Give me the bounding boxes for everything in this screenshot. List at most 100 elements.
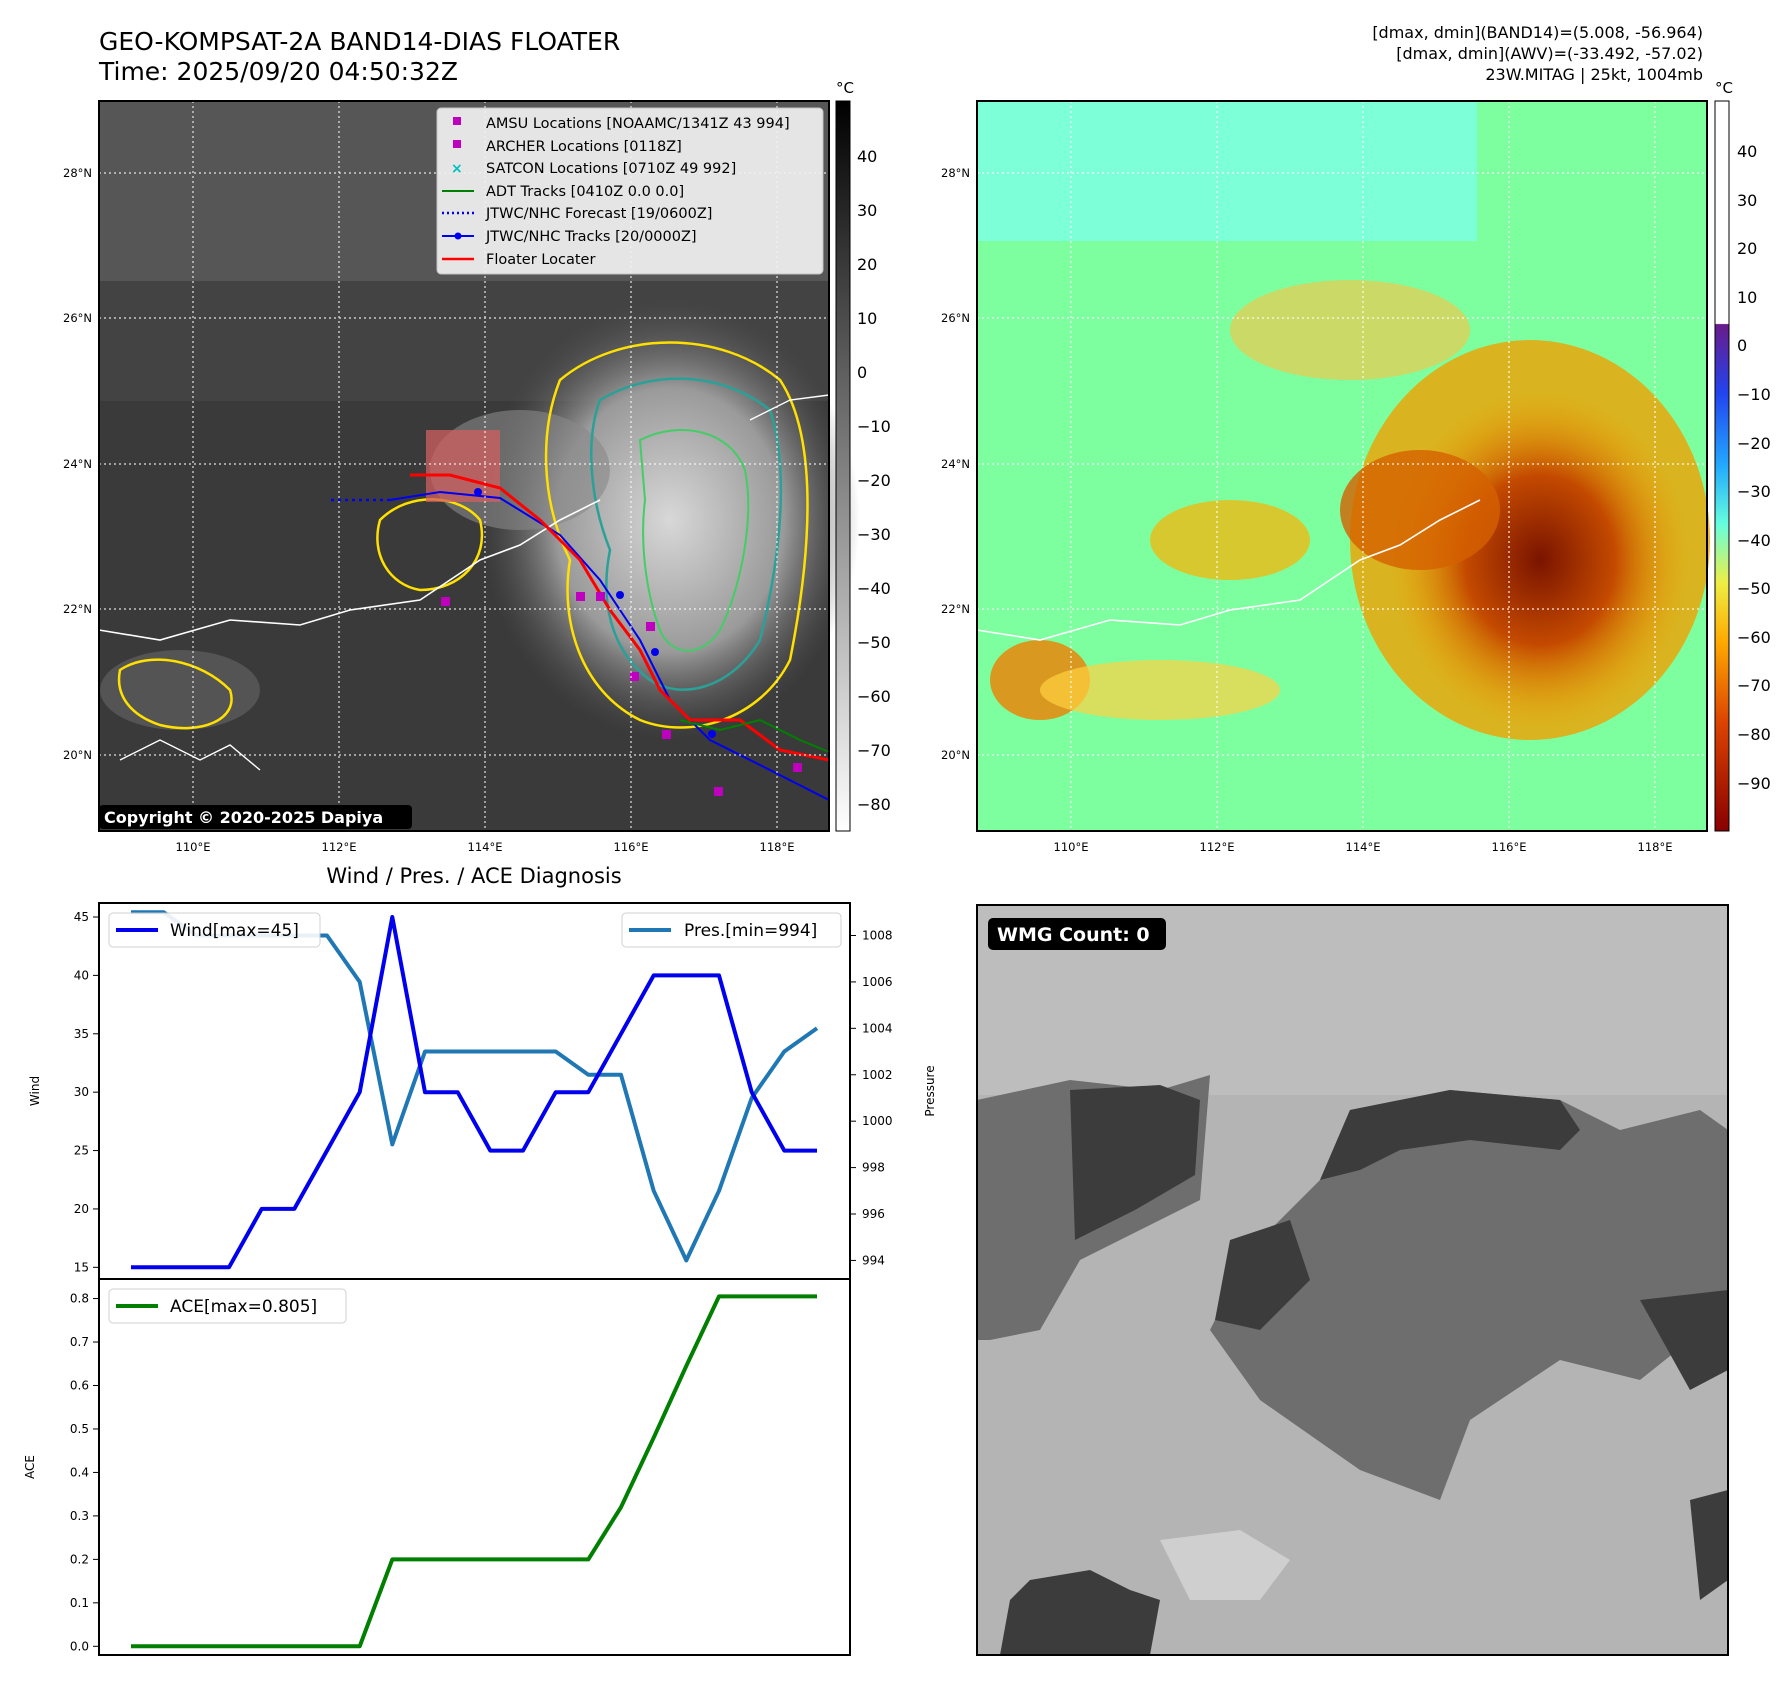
amsu-marker (441, 597, 450, 606)
ace-chart: 0.0 0.1 0.2 0.3 0.4 0.5 0.6 0.7 0.8 ACE ACE[max=… (23, 1278, 851, 1656)
wmg-frame (976, 904, 1729, 1656)
rlon-tick-114: 114°E (1346, 840, 1381, 854)
legend-marker-satcon: × (451, 161, 463, 177)
color-map-panel (976, 100, 1710, 832)
ace-tick-label: 0.2 (70, 1552, 89, 1566)
legend-forecast: JTWC/NHC Forecast [19/0600Z] (485, 206, 712, 222)
rlat-tick-22: 22°N (941, 602, 970, 616)
lon-tick-114: 114°E (468, 840, 503, 854)
legend-marker-amsu (453, 117, 461, 125)
ir-cbar-tick-10: 10 (857, 309, 877, 328)
pressure-tick-label: 1006 (862, 975, 893, 989)
lon-tick-116: 116°E (614, 840, 649, 854)
color-map-gridlines (977, 101, 1707, 831)
wmg-region-center (1210, 1090, 1728, 1500)
floater-box (426, 430, 500, 502)
rlat-tick-24: 24°N (941, 457, 970, 471)
pressure-tick-label: 998 (862, 1161, 885, 1175)
color-colorbar-gradient (1714, 100, 1730, 832)
ace-tick-label: 0.5 (70, 1422, 89, 1436)
figure-title: GEO-KOMPSAT-2A BAND14-DIAS FLOATER (99, 27, 620, 56)
ir-cbar-tick-20: 20 (857, 255, 877, 274)
ir-cbar-tick-40: 40 (857, 147, 877, 166)
coastline (98, 499, 601, 641)
rc-tick-m20: −20 (1737, 434, 1771, 453)
contour-green (638, 429, 750, 652)
wind-line (131, 915, 817, 1270)
pressure-axis-label: Pressure (923, 1065, 937, 1116)
contour-teal (590, 377, 783, 691)
storm-cloud-mass (480, 300, 860, 740)
rlon-tick-112: 112°E (1200, 840, 1235, 854)
pressure-y-ticks: 994 996 998 1000 1002 1004 1006 1008 (850, 928, 893, 1267)
rlat-tick-20: 20°N (941, 748, 970, 762)
ace-axis-label: ACE (23, 1455, 37, 1479)
wind-tick-label: 30 (74, 1085, 89, 1099)
ir-map-lat-ticks: 28°N 26°N 24°N 22°N 20°N (63, 166, 92, 762)
color-colorbar: °C 40 30 20 10 0 −10 −20 −30 −40 −50 −60… (1714, 79, 1771, 832)
lat-tick-28: 28°N (63, 166, 92, 180)
pressure-legend-label: Pres.[min=994] (684, 921, 817, 941)
wind-tick-label: 20 (74, 1202, 89, 1216)
rc-tick-m30: −30 (1737, 482, 1771, 501)
legend-marker-archer (453, 140, 461, 148)
rlat-tick-28: 28°N (941, 166, 970, 180)
ace-legend-box (108, 1288, 347, 1324)
wmg-count-label: WMG Count: 0 (997, 924, 1150, 946)
rlon-tick-116: 116°E (1492, 840, 1527, 854)
legend-amsu: AMSU Locations [NOAAMC/1341Z 43 994] (486, 116, 790, 132)
rc-tick-m90: −90 (1737, 774, 1771, 793)
ace-y-ticks: 0.0 0.1 0.2 0.3 0.4 0.5 0.6 0.7 0.8 (70, 1292, 99, 1653)
ir-cbar-tick-m10: −10 (857, 417, 891, 436)
color-map-frame (976, 100, 1708, 832)
wind-tick-label: 35 (74, 1027, 89, 1041)
rc-tick-m50: −50 (1737, 579, 1771, 598)
color-colorbar-unit: °C (1715, 79, 1733, 97)
color-map-coastline (976, 499, 1481, 641)
lat-tick-24: 24°N (63, 457, 92, 471)
color-map-lat-ticks: 28°N 26°N 24°N 22°N 20°N (941, 166, 970, 762)
ace-tick-label: 0.7 (70, 1335, 89, 1349)
ace-legend-label: ACE[max=0.805] (170, 1297, 317, 1317)
rc-tick-10: 10 (1737, 288, 1757, 307)
figure-time: Time: 2025/09/20 04:50:32Z (98, 57, 458, 86)
ir-colorbar-unit: °C (836, 79, 854, 97)
adt-track (679, 718, 830, 753)
pressure-tick-label: 1008 (862, 928, 893, 942)
rc-tick-m80: −80 (1737, 725, 1771, 744)
map-legend: AMSU Locations [NOAAMC/1341Z 43 994] ARC… (436, 107, 824, 275)
lat-tick-22: 22°N (63, 602, 92, 616)
rc-tick-m60: −60 (1737, 628, 1771, 647)
floater-track (410, 473, 830, 762)
wind-tick-label: 25 (74, 1144, 89, 1158)
wind-legend-label: Wind[max=45] (170, 921, 299, 941)
ir-colorbar-gradient (835, 100, 851, 832)
wmg-count-box (988, 918, 1166, 950)
wind-pressure-frame (98, 902, 851, 1280)
info-storm: 23W.MITAG | 25kt, 1004mb (1485, 65, 1703, 84)
lon-tick-118: 118°E (760, 840, 795, 854)
pressure-tick-label: 996 (862, 1207, 885, 1221)
legend-satcon: SATCON Locations [0710Z 49 992] (486, 161, 736, 177)
info-band14: [dmax, dmin](BAND14)=(5.008, -56.964) (1372, 23, 1703, 42)
ir-colorbar: °C 40 30 20 10 0 −10 −20 −30 −40 −50 −60… (835, 79, 891, 832)
jtwc-track-line (389, 490, 830, 801)
wind-tick-label: 45 (74, 910, 89, 924)
lon-tick-110: 110°E (176, 840, 211, 854)
rc-tick-30: 30 (1737, 191, 1757, 210)
ir-map-lon-ticks: 110°E 112°E 114°E 116°E 118°E (176, 840, 795, 854)
ir-cbar-tick-m40: −40 (857, 579, 891, 598)
wind-y-ticks: 15 20 25 30 35 40 45 (74, 910, 99, 1274)
ir-cbar-tick-m50: −50 (857, 633, 891, 652)
ace-tick-label: 0.0 (70, 1639, 89, 1653)
copyright-text: Copyright © 2020-2025 Dapiya (104, 808, 383, 827)
ir-cbar-tick-0: 0 (857, 363, 867, 382)
rc-tick-m10: −10 (1737, 385, 1771, 404)
color-map-lon-ticks: 110°E 112°E 114°E 116°E 118°E (1054, 840, 1673, 854)
pressure-tick-label: 994 (862, 1253, 885, 1267)
ir-cbar-tick-m60: −60 (857, 687, 891, 706)
ace-tick-label: 0.3 (70, 1509, 89, 1523)
rlat-tick-26: 26°N (941, 311, 970, 325)
wind-tick-label: 15 (74, 1260, 89, 1274)
rlon-tick-118: 118°E (1638, 840, 1673, 854)
